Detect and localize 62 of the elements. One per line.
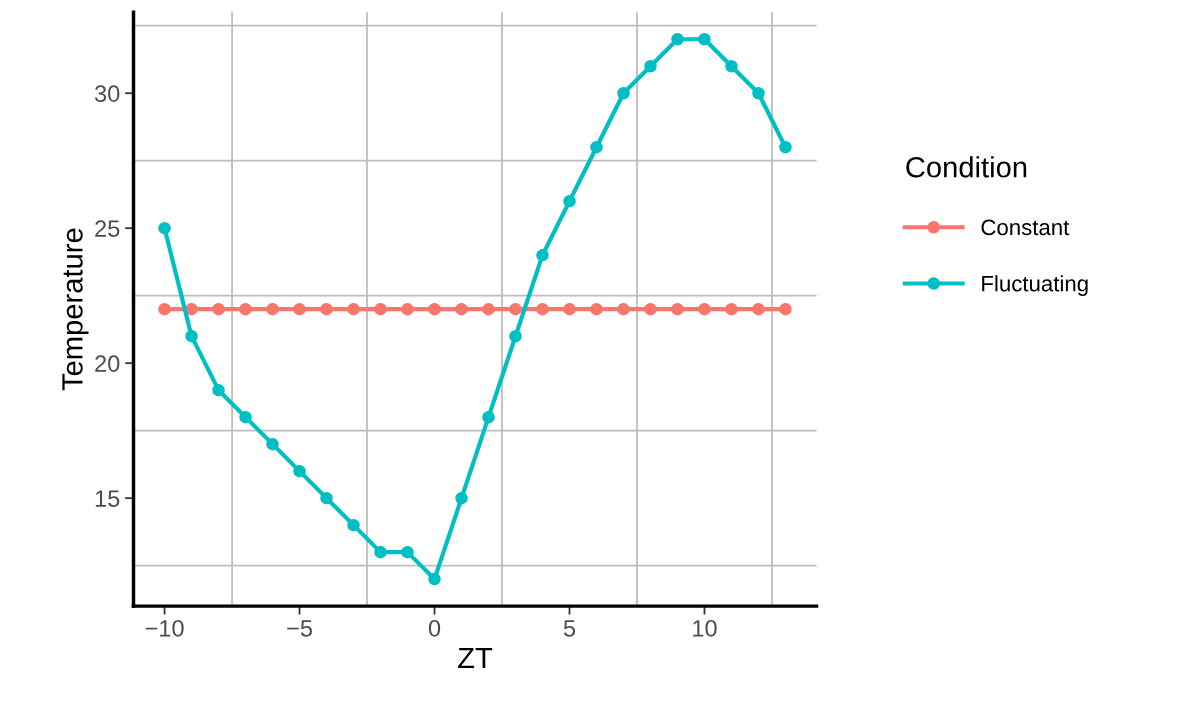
legend-label: Fluctuating <box>982 275 1088 296</box>
y-tick-label: 25 <box>95 220 120 237</box>
point <box>536 248 549 262</box>
point <box>644 302 657 316</box>
point <box>644 59 657 73</box>
point <box>590 140 603 154</box>
point <box>779 302 792 316</box>
x-tick-label: −5 <box>287 620 312 637</box>
point <box>185 329 198 343</box>
x-tick-label: 10 <box>693 619 717 637</box>
point <box>563 302 576 316</box>
y-tick-label: 20 <box>95 355 120 372</box>
point <box>320 491 333 505</box>
point <box>428 572 441 586</box>
x-tick-label: 0 <box>428 619 441 637</box>
point <box>158 221 171 235</box>
point <box>293 302 306 316</box>
point <box>671 32 684 46</box>
point <box>212 383 225 397</box>
point <box>347 302 360 316</box>
point <box>509 329 522 343</box>
point <box>293 464 306 478</box>
point <box>617 302 630 316</box>
point <box>428 302 441 316</box>
point <box>374 302 387 316</box>
point <box>239 302 252 316</box>
point <box>698 302 711 316</box>
point <box>536 302 549 316</box>
point <box>266 437 279 451</box>
point <box>482 302 495 316</box>
point <box>617 86 630 100</box>
y-tick-label: 30 <box>94 85 120 102</box>
point <box>455 491 468 505</box>
y-tick-label: 15 <box>95 490 120 507</box>
point <box>158 302 171 316</box>
x-tick-label: −10 <box>145 619 184 637</box>
point <box>266 302 279 316</box>
point <box>752 86 765 100</box>
point <box>509 302 522 316</box>
legend-label: Constant <box>981 219 1070 236</box>
point <box>401 545 414 559</box>
point <box>725 59 738 73</box>
x-tick-label: 5 <box>563 620 576 637</box>
point <box>455 302 468 316</box>
point <box>752 302 765 316</box>
point <box>671 302 684 316</box>
point <box>563 194 576 208</box>
point <box>185 302 198 316</box>
x-axis-title: ZT <box>458 647 493 669</box>
point <box>320 302 333 316</box>
point <box>401 302 414 316</box>
legend-title: Condition <box>906 156 1027 178</box>
point <box>347 518 360 532</box>
point <box>725 302 738 316</box>
point <box>779 140 792 154</box>
point <box>239 410 252 424</box>
point <box>212 302 225 316</box>
y-axis-title: Temperature <box>62 228 89 391</box>
point <box>374 545 387 559</box>
point <box>698 32 711 46</box>
point <box>590 302 603 316</box>
point <box>482 410 495 424</box>
